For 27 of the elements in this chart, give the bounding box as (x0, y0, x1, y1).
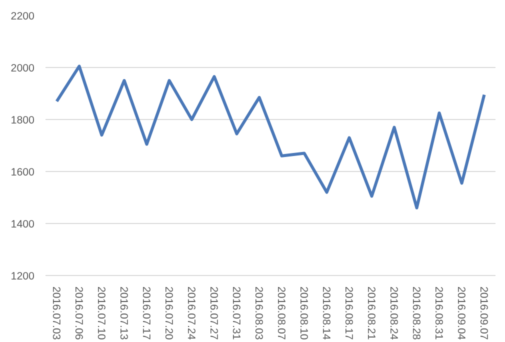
y-tick-label: 1400 (10, 218, 35, 230)
x-tick-label: 2016.07.17 (140, 286, 152, 340)
x-tick-label: 2016.08.31 (432, 286, 444, 340)
x-tick-label: 2016.07.06 (72, 286, 84, 340)
x-tick-label: 2016.08.07 (274, 286, 287, 340)
x-tick-label: 2016.07.27 (207, 286, 220, 340)
y-tick-label: 2000 (10, 62, 35, 74)
x-tick-label: 2016.08.24 (387, 286, 400, 340)
x-tick-label: 2016.08.21 (364, 286, 377, 340)
x-tick-label: 2016.07.10 (94, 286, 107, 340)
y-tick-label: 2200 (10, 10, 35, 22)
x-tick-label: 2016.07.31 (230, 286, 242, 340)
x-tick-label: 2016.09.04 (454, 286, 467, 340)
x-tick-label: 2016.09.07 (477, 286, 490, 340)
x-tick-label: 2016.08.10 (297, 286, 310, 340)
x-tick-label: 2016.07.24 (184, 286, 197, 340)
x-tick-label: 2016.07.13 (117, 286, 130, 340)
x-tick-label: 2016.07.20 (162, 286, 174, 340)
x-tick-label: 2016.08.28 (410, 286, 422, 340)
x-tick-label: 2016.08.14 (320, 286, 332, 340)
x-tick-label: 2016.07.03 (50, 286, 62, 340)
x-tick-label: 2016.08.17 (342, 286, 354, 340)
x-tick-label: 2016.08.03 (252, 286, 264, 340)
y-tick-label: 1600 (10, 166, 35, 178)
y-tick-label: 1800 (10, 114, 35, 126)
y-tick-label: 1200 (10, 270, 35, 282)
line-series (55, 64, 486, 210)
